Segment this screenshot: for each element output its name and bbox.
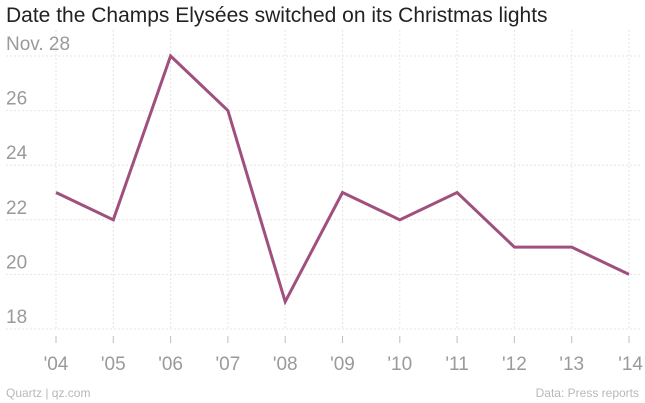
x-tick-label: '07: [216, 354, 241, 375]
x-tick-label: '06: [158, 354, 183, 375]
y-tick-label: 20: [6, 252, 27, 273]
x-tick-label: '11: [445, 354, 468, 375]
x-tick-label: '08: [273, 354, 298, 375]
data-point: [570, 246, 573, 249]
x-axis-tick-labels: '04 '05 '06 '07 '08 '09 '10 '11 '12 '13 '14: [44, 354, 644, 375]
data-point: [284, 300, 287, 303]
x-tick-label: '14: [618, 354, 643, 375]
y-tick-label: 22: [6, 198, 27, 219]
x-tick-label: '10: [387, 354, 412, 375]
x-tick-label: '12: [502, 354, 527, 375]
data-point: [398, 218, 401, 221]
grid-lines: [6, 30, 640, 330]
x-axis-ticks: [55, 336, 630, 343]
data-point: [226, 109, 229, 112]
y-axis-tick-labels: Nov. 28 26 24 22 20 18: [6, 34, 70, 328]
series-line-layer: [55, 53, 631, 306]
footer-source: Quartz | qz.com: [6, 386, 91, 400]
data-point: [628, 273, 631, 276]
y-tick-label: Nov. 28: [6, 34, 70, 55]
data-point: [513, 246, 516, 249]
y-tick-label: 18: [6, 307, 27, 328]
x-tick-label: '13: [559, 354, 584, 375]
x-tick-label: '09: [330, 354, 355, 375]
x-tick-label: '04: [44, 354, 69, 375]
chart-title: Date the Champs Elysées switched on its …: [6, 4, 548, 27]
x-tick-label: '05: [101, 354, 126, 375]
data-point: [112, 218, 115, 221]
data-point: [169, 55, 172, 58]
data-point: [55, 191, 58, 194]
series-line: [55, 53, 630, 306]
footer-data-credit: Data: Press reports: [535, 386, 639, 400]
y-tick-label: 24: [6, 143, 28, 164]
data-point: [456, 191, 459, 194]
data-point: [341, 191, 344, 194]
y-tick-label: 26: [6, 89, 27, 110]
